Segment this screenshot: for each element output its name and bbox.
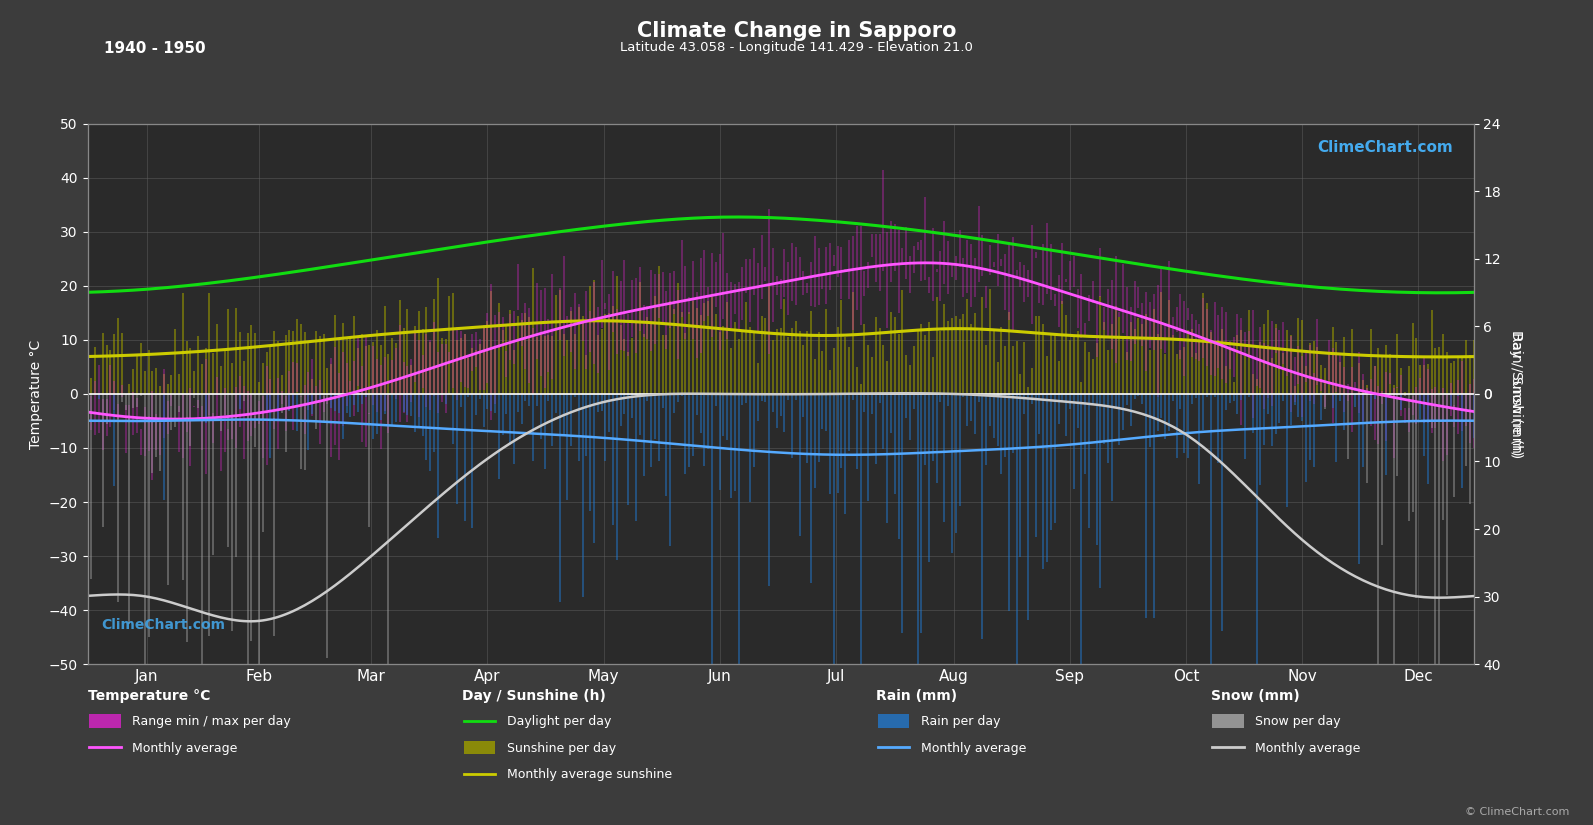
Text: Latitude 43.058 - Longitude 141.429 - Elevation 21.0: Latitude 43.058 - Longitude 141.429 - El… — [620, 41, 973, 54]
Text: 1940 - 1950: 1940 - 1950 — [104, 41, 205, 56]
FancyBboxPatch shape — [464, 741, 495, 754]
Text: Monthly average: Monthly average — [921, 742, 1026, 755]
Text: Monthly average: Monthly average — [1255, 742, 1360, 755]
FancyBboxPatch shape — [89, 714, 121, 728]
Text: Sunshine per day: Sunshine per day — [507, 742, 616, 755]
Text: Monthly average: Monthly average — [132, 742, 237, 755]
Text: Rain per day: Rain per day — [921, 715, 1000, 728]
Text: Snow (mm): Snow (mm) — [1211, 689, 1300, 703]
Text: Monthly average sunshine: Monthly average sunshine — [507, 768, 672, 781]
Text: Day / Sunshine (h): Day / Sunshine (h) — [462, 689, 605, 703]
Text: Temperature °C: Temperature °C — [88, 689, 210, 703]
Text: © ClimeChart.com: © ClimeChart.com — [1464, 807, 1569, 817]
FancyBboxPatch shape — [1212, 714, 1244, 728]
Y-axis label: Day / Sunshine (h): Day / Sunshine (h) — [1509, 330, 1523, 458]
Text: ClimeChart.com: ClimeChart.com — [1317, 140, 1453, 155]
Text: Daylight per day: Daylight per day — [507, 715, 612, 728]
Text: Range min / max per day: Range min / max per day — [132, 715, 292, 728]
FancyBboxPatch shape — [878, 714, 910, 728]
Text: Snow per day: Snow per day — [1255, 715, 1341, 728]
Text: ClimeChart.com: ClimeChart.com — [102, 618, 226, 632]
Y-axis label: Rain / Snow (mm): Rain / Snow (mm) — [1509, 332, 1523, 455]
Y-axis label: Temperature °C: Temperature °C — [29, 339, 43, 449]
Text: Rain (mm): Rain (mm) — [876, 689, 957, 703]
Text: Climate Change in Sapporo: Climate Change in Sapporo — [637, 21, 956, 40]
